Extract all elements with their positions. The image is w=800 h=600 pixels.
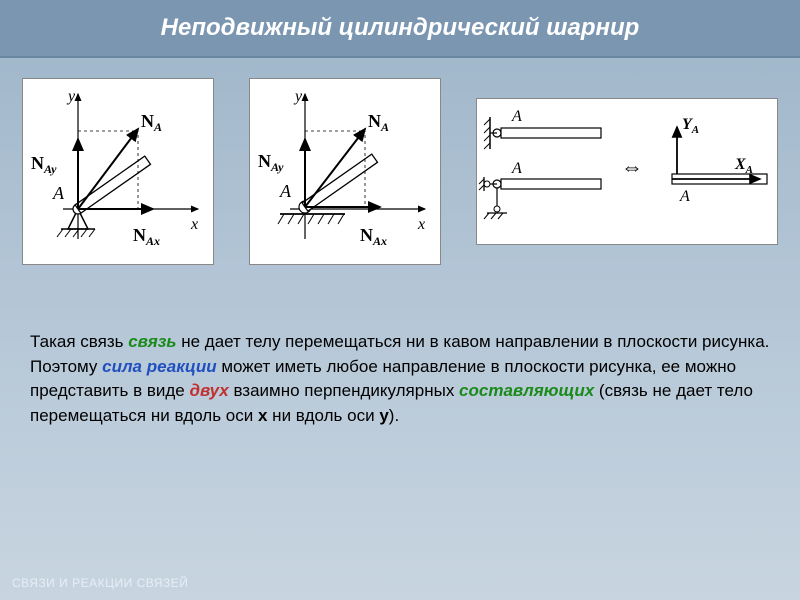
- axis-x-label: x: [417, 216, 425, 233]
- slide: Неподвижный цилиндрический шарнир y x: [0, 0, 800, 600]
- vec-na-label: NA: [368, 111, 389, 134]
- axis-y-label: y: [66, 88, 76, 105]
- vec-nay-label: NAy: [31, 153, 57, 176]
- vec-nay-label: NAy: [258, 151, 284, 174]
- footer-text: СВЯЗИ И РЕАКЦИИ СВЯЗЕЙ: [12, 576, 188, 590]
- diagrams-row: y x NA: [0, 58, 800, 275]
- text-red: двух: [189, 381, 228, 400]
- text-bold: y: [379, 406, 388, 425]
- text: ни вдоль оси: [267, 406, 379, 425]
- text-green: составляющих: [459, 381, 594, 400]
- label-a1: A: [511, 108, 522, 125]
- text-blue: сила реакции: [102, 357, 216, 376]
- text: взаимно перпендикулярных: [229, 381, 459, 400]
- diagram-3: A A ⇔: [476, 98, 778, 245]
- point-a-label: A: [52, 183, 65, 203]
- vec-nax-label: NAx: [360, 225, 387, 248]
- vec-nax-label: NAx: [133, 225, 160, 248]
- label-ya: YA: [682, 116, 699, 136]
- slide-title: Неподвижный цилиндрический шарнир: [0, 0, 800, 58]
- text: ).: [389, 406, 399, 425]
- diagram-1: y x NA: [22, 78, 214, 265]
- text: Такая связь: [30, 332, 128, 351]
- label-xa: XA: [734, 156, 753, 176]
- axis-x-label: x: [190, 216, 198, 233]
- diagram-2: y x NA: [249, 78, 441, 265]
- body-paragraph: Такая связь связь не дает телу перемещат…: [30, 330, 770, 429]
- text-green: связь: [128, 332, 176, 351]
- axis-y-label: y: [293, 88, 303, 105]
- point-a-label: A: [279, 181, 292, 201]
- label-a3: A: [679, 188, 690, 205]
- equiv-symbol: ⇔: [621, 154, 643, 179]
- label-a2: A: [511, 160, 522, 177]
- vec-na-label: NA: [141, 111, 162, 134]
